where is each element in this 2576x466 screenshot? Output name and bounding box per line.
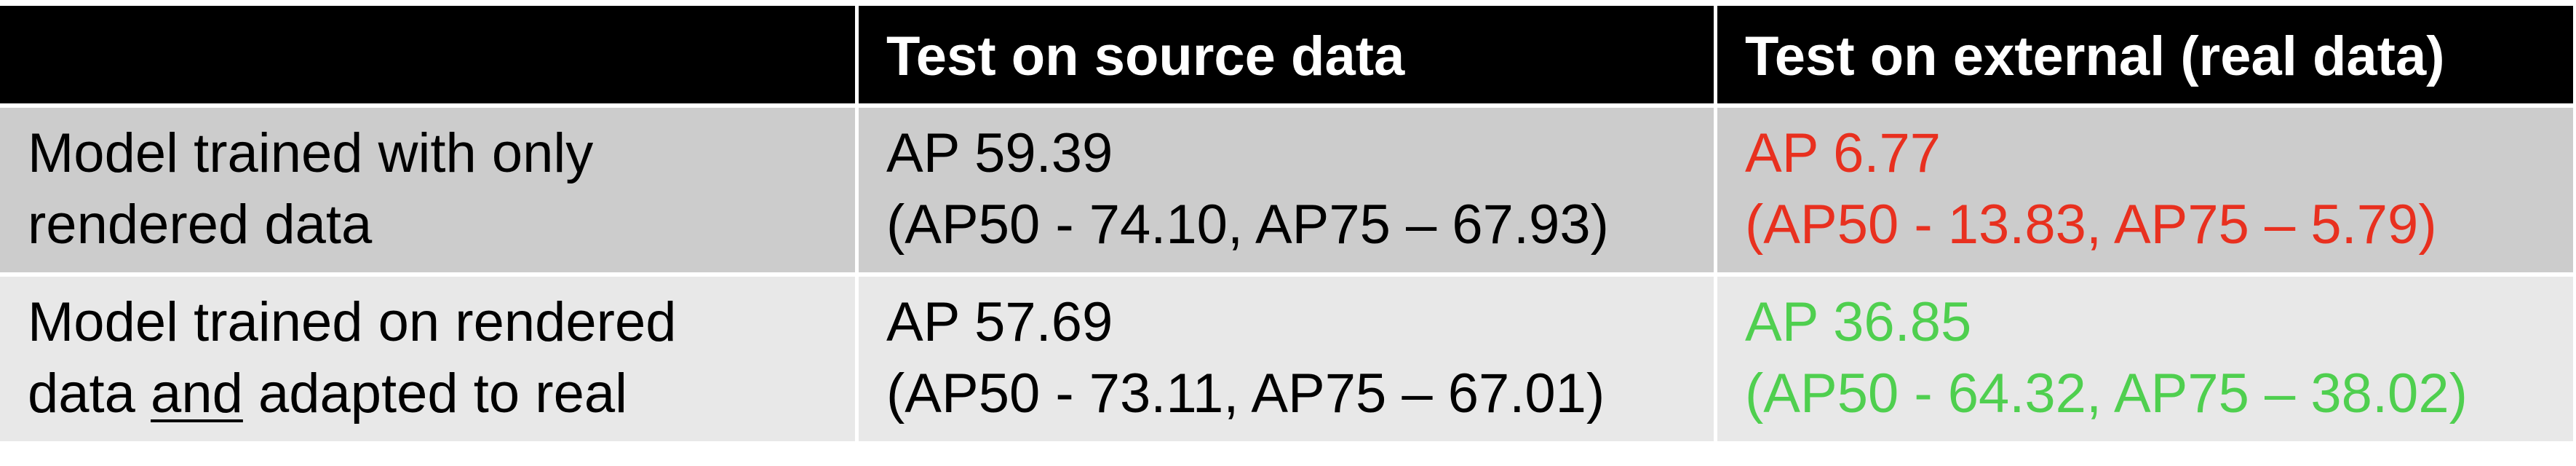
header-corner-cell — [0, 6, 855, 103]
row1-source-cell: AP 59.39 (AP50 - 74.10, AP75 – 67.93) — [859, 108, 1714, 272]
row1-label-line2: rendered data — [28, 194, 373, 256]
row2-external-cell: AP 36.85 (AP50 - 64.32, AP75 – 38.02) — [1717, 277, 2573, 441]
row1-external-cell: AP 6.77 (AP50 - 13.83, AP75 – 5.79) — [1717, 108, 2573, 272]
row2-external-ap: AP 36.85 — [1745, 291, 1972, 353]
results-table: Test on source data Test on external (re… — [0, 6, 2573, 441]
row2-source-detail: (AP50 - 73.11, AP75 – 67.01) — [886, 363, 1605, 424]
row2-label-cell: Model trained on rendered data and adapt… — [0, 277, 855, 441]
row1-label-line1: Model trained with only — [28, 122, 594, 184]
row1-source-detail: (AP50 - 74.10, AP75 – 67.93) — [886, 194, 1609, 256]
row2-external-detail: (AP50 - 64.32, AP75 – 38.02) — [1745, 363, 2468, 424]
header-external-data: Test on external (real data) — [1717, 6, 2573, 103]
row1-external-ap: AP 6.77 — [1745, 122, 1941, 184]
row2-source-cell: AP 57.69 (AP50 - 73.11, AP75 – 67.01) — [859, 277, 1714, 441]
row2-label-emphasis: and — [151, 363, 243, 424]
row2-label-line2-post: adapted to real — [242, 363, 628, 424]
row2-source-ap: AP 57.69 — [886, 291, 1113, 353]
row2-label-line2: data and adapted to real — [28, 358, 855, 430]
row1-external-detail: (AP50 - 13.83, AP75 – 5.79) — [1745, 194, 2437, 256]
row2-label-line1: Model trained on rendered — [28, 291, 677, 353]
header-source-data: Test on source data — [859, 6, 1714, 103]
row2-label-line2-pre: data — [28, 363, 151, 424]
row1-source-ap: AP 59.39 — [886, 122, 1113, 184]
row1-label-cell: Model trained with only rendered data — [0, 108, 855, 272]
